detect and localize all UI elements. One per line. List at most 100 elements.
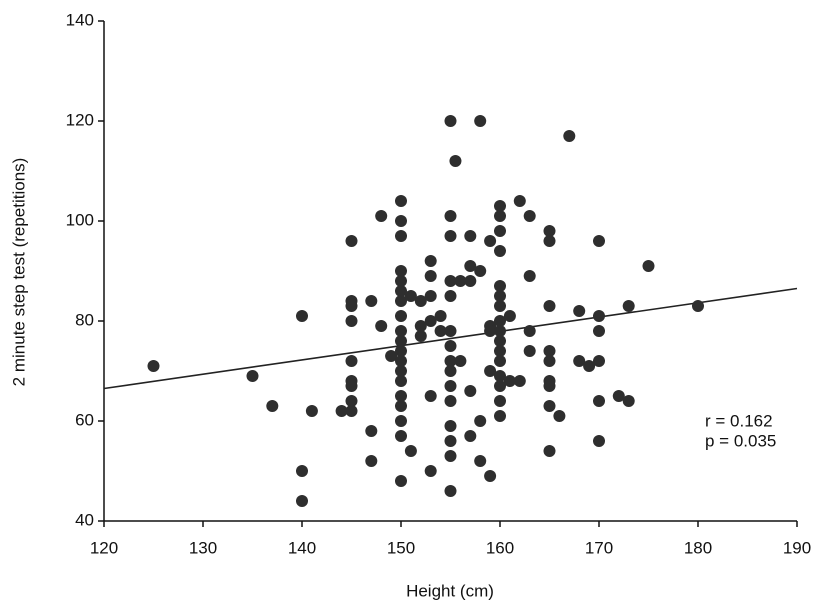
point bbox=[395, 195, 407, 207]
point bbox=[494, 380, 506, 392]
point bbox=[266, 400, 279, 412]
point bbox=[444, 435, 457, 447]
point bbox=[395, 325, 407, 337]
x-tick-label: 150 bbox=[387, 538, 415, 557]
point bbox=[414, 330, 427, 342]
point bbox=[494, 335, 506, 347]
point bbox=[692, 300, 704, 312]
point bbox=[513, 375, 526, 387]
point bbox=[404, 445, 417, 457]
point bbox=[494, 290, 506, 302]
point bbox=[375, 210, 388, 222]
point bbox=[404, 290, 417, 302]
point bbox=[593, 235, 605, 247]
point bbox=[424, 390, 437, 402]
point bbox=[494, 200, 506, 212]
point bbox=[474, 455, 487, 467]
point bbox=[503, 310, 516, 322]
point bbox=[395, 345, 407, 357]
point bbox=[449, 155, 462, 167]
point bbox=[494, 395, 506, 407]
point bbox=[444, 340, 457, 352]
point bbox=[395, 285, 407, 297]
point bbox=[494, 345, 506, 357]
point bbox=[424, 465, 437, 477]
point bbox=[543, 225, 556, 237]
point bbox=[454, 275, 467, 287]
y-tick-label: 80 bbox=[75, 310, 94, 329]
point bbox=[484, 235, 497, 247]
point bbox=[543, 300, 556, 312]
y-tick-label: 40 bbox=[75, 510, 94, 529]
point bbox=[474, 415, 487, 427]
point bbox=[296, 495, 308, 507]
point bbox=[444, 380, 457, 392]
point bbox=[444, 230, 457, 242]
point bbox=[434, 310, 447, 322]
trend-line bbox=[103, 287, 798, 390]
point bbox=[246, 370, 259, 382]
point bbox=[434, 325, 447, 337]
point bbox=[444, 210, 457, 222]
point bbox=[494, 410, 506, 422]
point bbox=[553, 410, 566, 422]
point bbox=[365, 455, 378, 467]
point bbox=[444, 115, 457, 127]
point bbox=[454, 355, 467, 367]
point bbox=[385, 350, 398, 362]
point bbox=[305, 405, 318, 417]
point bbox=[395, 215, 407, 227]
point bbox=[622, 300, 635, 312]
point bbox=[494, 315, 506, 327]
point bbox=[395, 375, 407, 387]
point bbox=[375, 320, 388, 332]
point bbox=[147, 360, 160, 372]
point bbox=[494, 210, 506, 222]
point bbox=[543, 400, 556, 412]
point bbox=[395, 295, 407, 307]
point bbox=[444, 395, 457, 407]
point bbox=[414, 295, 427, 307]
point bbox=[464, 230, 477, 242]
point bbox=[494, 355, 506, 367]
point bbox=[513, 195, 526, 207]
point bbox=[395, 230, 407, 242]
point bbox=[444, 420, 457, 432]
point bbox=[523, 210, 536, 222]
point bbox=[642, 260, 655, 272]
point bbox=[395, 265, 407, 277]
point bbox=[424, 270, 437, 282]
point bbox=[523, 270, 536, 282]
point bbox=[494, 300, 506, 312]
point bbox=[365, 295, 378, 307]
point bbox=[563, 130, 576, 142]
annotation: p = 0.035 bbox=[705, 431, 776, 450]
point bbox=[296, 465, 308, 477]
point bbox=[593, 325, 605, 337]
point bbox=[593, 435, 605, 447]
point bbox=[296, 310, 308, 322]
point bbox=[484, 470, 497, 482]
point bbox=[424, 290, 437, 302]
point bbox=[395, 430, 407, 442]
point bbox=[444, 325, 457, 337]
point bbox=[612, 390, 625, 402]
point bbox=[444, 450, 457, 462]
point bbox=[395, 365, 407, 377]
point bbox=[444, 275, 457, 287]
x-tick-label: 160 bbox=[486, 538, 514, 557]
point bbox=[444, 365, 457, 377]
point bbox=[543, 380, 556, 392]
point bbox=[593, 355, 605, 367]
point bbox=[345, 300, 358, 312]
point bbox=[345, 380, 358, 392]
point bbox=[464, 275, 477, 287]
point bbox=[474, 265, 487, 277]
point bbox=[444, 355, 457, 367]
point bbox=[414, 320, 427, 332]
point bbox=[484, 325, 497, 337]
point bbox=[395, 415, 407, 427]
point bbox=[365, 425, 378, 437]
x-tick-label: 190 bbox=[783, 538, 811, 557]
